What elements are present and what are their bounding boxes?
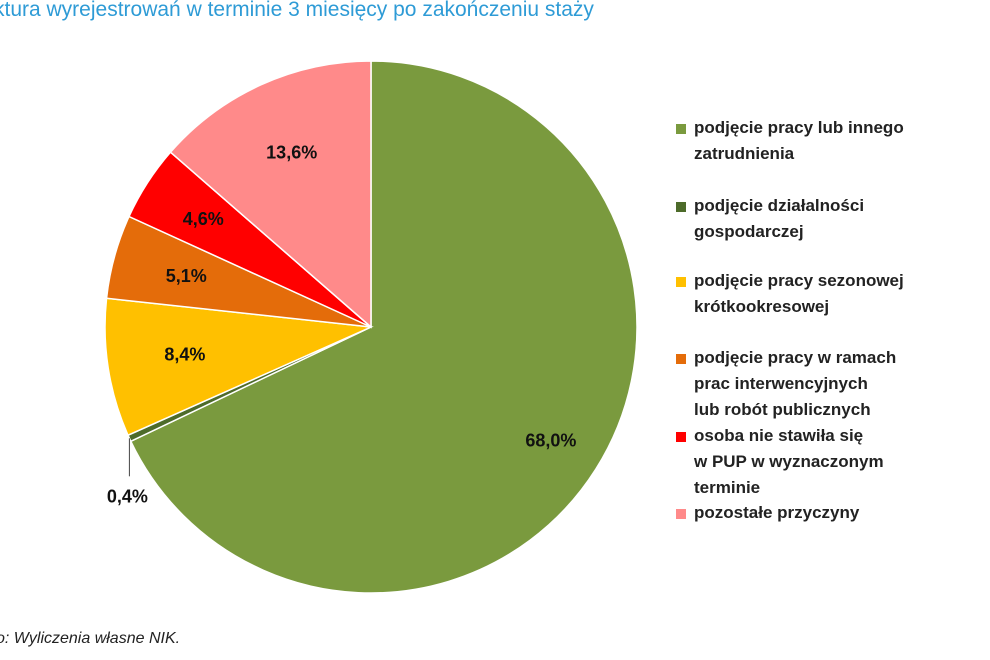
data-label: 8,4% xyxy=(164,345,205,365)
legend-swatch xyxy=(676,277,686,287)
legend-label: podjęcie działalności gospodarczej xyxy=(694,196,865,241)
legend-label: podjęcie pracy w ramach prac interwencyjn… xyxy=(694,348,897,419)
data-label: 5,1% xyxy=(166,266,207,286)
legend-swatch xyxy=(676,432,686,442)
pie-slice xyxy=(129,60,638,594)
data-label: 0,4% xyxy=(107,486,148,506)
legend-label: osoba nie stawiła się w PUP w wyznaczonym… xyxy=(694,426,884,497)
data-label: 68,0% xyxy=(525,431,576,451)
legend-swatch xyxy=(676,509,686,519)
legend-swatch xyxy=(676,202,686,212)
data-label: 13,6% xyxy=(266,143,317,163)
legend-label: pozostałe przyczyny xyxy=(694,503,860,522)
legend-swatch xyxy=(676,354,686,364)
pie-slice xyxy=(104,297,374,437)
chart-title: ktura wyrejestrowań w terminie 3 miesięc… xyxy=(0,0,594,21)
pie-slice xyxy=(169,60,372,329)
source-note: o: Wyliczenia własne NIK. xyxy=(0,630,181,647)
data-label: 4,6% xyxy=(183,209,224,229)
legend-swatch xyxy=(676,124,686,134)
legend-label: podjęcie pracy sezonowej krótkookresowej xyxy=(694,271,904,316)
legend-label: podjęcie pracy lub innego zatrudnienia xyxy=(694,118,904,163)
